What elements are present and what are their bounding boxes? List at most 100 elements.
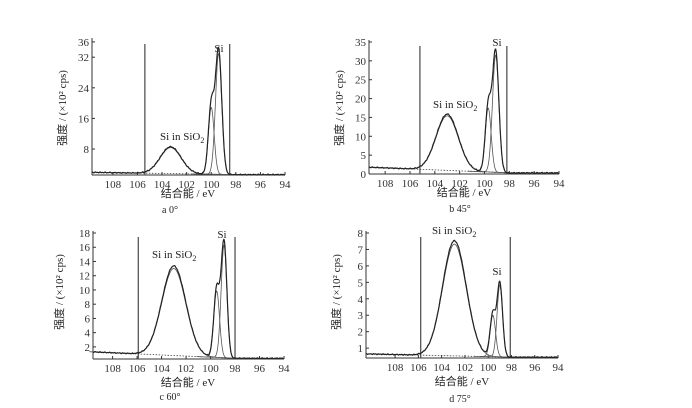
y-tick-label: 8: [85, 299, 91, 311]
fit-component-1: [96, 147, 245, 175]
y-tick-label: 14: [79, 256, 91, 268]
x-axis-label: 结合能 / eV: [161, 375, 215, 389]
x-tick-label: 96: [529, 362, 541, 374]
y-tick-label: 12: [79, 271, 90, 283]
y-tick-label: 5: [358, 277, 364, 289]
y-tick-label: 8: [84, 144, 90, 156]
oxide-peak-label: Si in SiO2: [152, 249, 196, 263]
subscript: 2: [192, 254, 196, 263]
subscript: 2: [472, 230, 476, 239]
y-tick-label: 36: [78, 37, 90, 49]
fit-component-2: [473, 314, 512, 358]
fit-component-1: [369, 115, 526, 174]
y-tick-label: 35: [355, 37, 367, 49]
x-tick-label: 102: [178, 363, 195, 375]
panel-caption: b 45°: [449, 204, 471, 215]
y-tick-label: 16: [78, 113, 90, 125]
x-tick-label: 94: [554, 178, 566, 190]
fit-component-3: [480, 284, 519, 358]
y-tick-label: 24: [78, 83, 90, 95]
fit-component-3: [203, 244, 245, 359]
spectrum-envelope: [366, 239, 558, 359]
x-tick-label: 108: [105, 179, 122, 191]
x-tick-label: 98: [506, 362, 518, 374]
panel-d: 108 106 104 102 100 98 96 94 1 2 3 4 5 6 7 8 Si in SiO2 S…: [329, 225, 564, 405]
y-tick-label: 8: [358, 228, 364, 240]
x-tick-label: 100: [202, 363, 219, 375]
y-tick-label: 15: [355, 112, 367, 124]
x-tick-label: 94: [553, 362, 565, 374]
panel-b: 108 106 104 102 100 98 96 94 0 5 10 15 20 25 30 35 Si in…: [332, 37, 565, 215]
y-tick-label: 3: [358, 310, 364, 322]
x-tick-label: 102: [178, 179, 195, 191]
y-axis-label: 强度 / (×10² cps): [332, 70, 346, 146]
panel-caption: c 60°: [160, 392, 181, 403]
y-tick-label: 10: [79, 285, 91, 297]
x-axis-label: 结合能 / eV: [437, 185, 491, 199]
y-tick-label: 4: [358, 294, 364, 306]
si-peak-label: Si: [217, 229, 226, 241]
spectrum-envelope: [92, 238, 284, 360]
x-tick-label: 94: [279, 363, 291, 375]
x-tick-label: 104: [153, 363, 170, 375]
x-tick-label: 98: [230, 179, 242, 191]
oxide-peak-label: Si in SiO2: [433, 99, 477, 113]
si-peak-label: Si: [492, 266, 501, 278]
y-tick-label: 2: [358, 327, 364, 339]
y-axis-label: 强度 / (×10² cps): [329, 254, 343, 330]
x-tick-label: 106: [410, 362, 427, 374]
y-tick-label: 20: [355, 94, 367, 106]
x-tick-label: 104: [427, 178, 444, 190]
x-tick-label: 106: [129, 179, 146, 191]
fit-component-3: [196, 53, 241, 175]
x-tick-label: 100: [480, 362, 497, 374]
y-tick-label: 25: [355, 75, 367, 87]
x-tick-label: 106: [402, 178, 419, 190]
y-tick-label: 10: [355, 131, 367, 143]
y-tick-label: 6: [85, 313, 91, 325]
x-tick-label: 108: [104, 363, 121, 375]
x-tick-label: 94: [280, 179, 292, 191]
y-tick-label: 4: [85, 328, 91, 340]
x-tick-label: 98: [230, 363, 242, 375]
spectrum-envelope: [91, 46, 286, 176]
y-tick-label: 5: [361, 150, 367, 162]
y-tick-label: 16: [79, 242, 91, 254]
y-tick-label: 7: [358, 244, 364, 256]
x-tick-label: 104: [433, 362, 450, 374]
subscript: 2: [200, 136, 204, 145]
x-axis-label: 结合能 / eV: [161, 186, 215, 200]
x-tick-label: 102: [451, 178, 468, 190]
fit-component-2: [196, 290, 237, 359]
panel-c: 108 106 104 102 100 98 96 94 2 4 6 8 10 12 14 16 18 Si in…: [52, 228, 290, 403]
panel-caption: d 75°: [449, 394, 471, 405]
fit-component-1: [89, 268, 259, 359]
x-tick-label: 98: [504, 178, 516, 190]
y-tick-label: 0: [361, 169, 367, 181]
x-tick-label: 108: [387, 362, 404, 374]
y-tick-label: 30: [355, 56, 367, 68]
y-tick-label: 2: [85, 342, 91, 354]
si-peak-label: Si: [214, 43, 223, 55]
x-tick-label: 96: [254, 363, 266, 375]
x-tick-label: 104: [154, 179, 171, 191]
x-tick-label: 106: [129, 363, 146, 375]
si-peak-label: Si: [492, 37, 501, 49]
background-baseline: [92, 171, 285, 175]
x-tick-label: 102: [457, 362, 474, 374]
x-tick-label: 96: [255, 179, 267, 191]
subscript: 2: [473, 104, 477, 113]
panel-a: 108 106 104 102 100 98 96 94 8 16 24 32 36 Si in SiO2…: [55, 37, 291, 216]
x-tick-label: 100: [203, 179, 220, 191]
oxide-peak-label: Si in SiO2: [160, 131, 204, 145]
x-tick-label: 96: [529, 178, 541, 190]
x-tick-label: 100: [476, 178, 493, 190]
y-axis-label: 强度 / (×10² cps): [52, 254, 66, 330]
panel-caption: a 0°: [162, 205, 178, 216]
spectrum-envelope: [369, 48, 559, 175]
y-axis-label: 强度 / (×10² cps): [55, 70, 69, 146]
oxide-peak-label: Si in SiO2: [432, 225, 476, 239]
y-tick-label: 18: [79, 228, 91, 240]
fit-component-1: [370, 243, 539, 358]
